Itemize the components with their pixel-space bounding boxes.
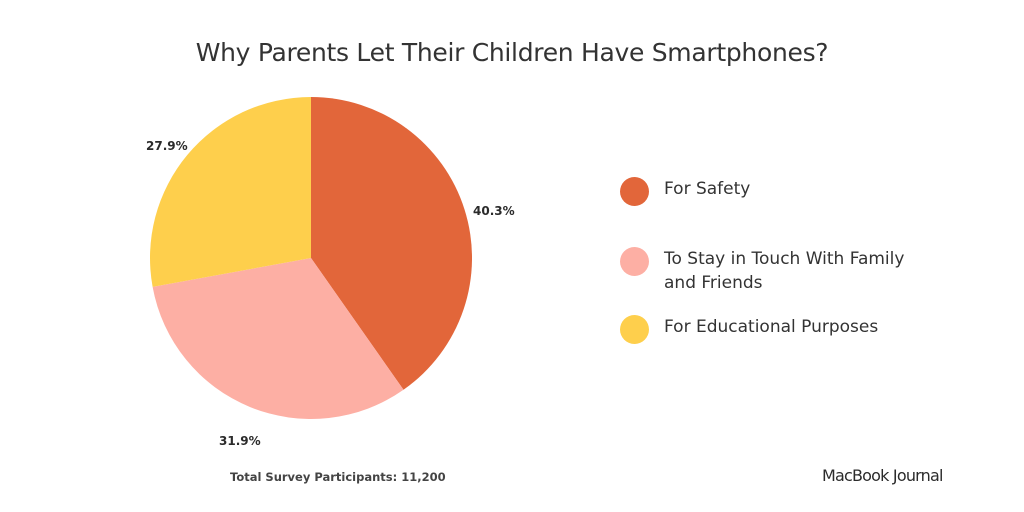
legend-label-for-safety: For Safety <box>664 179 751 199</box>
slice-label-stay-in-touch: 31.9% <box>219 434 261 448</box>
legend-swatch-educational <box>620 315 649 344</box>
slice-label-for-safety: 40.3% <box>473 204 515 218</box>
pie-slice-for-safety <box>311 97 473 390</box>
legend-label-educational: For Educational Purposes <box>664 317 879 337</box>
legend-swatch-for-safety <box>620 177 649 206</box>
pie-slice-stay-in-touch <box>152 258 404 420</box>
survey-participants-note: Total Survey Participants: 11,200 <box>230 470 446 484</box>
chart-title: Why Parents Let Their Children Have Smar… <box>195 38 829 67</box>
legend-label-stay-in-touch: To Stay in Touch With Family and Friends <box>664 249 905 293</box>
slice-label-educational: 27.9% <box>146 139 188 153</box>
legend-item-for-safety: For Safety <box>620 177 934 206</box>
pie-slice-educational <box>149 97 311 287</box>
legend-item-educational: For Educational Purposes <box>620 315 934 344</box>
brand-logo: MacBook Journal <box>822 466 943 485</box>
legend-swatch-stay-in-touch <box>620 247 649 276</box>
legend-item-stay-in-touch: To Stay in Touch With Family and Friends <box>620 247 929 295</box>
